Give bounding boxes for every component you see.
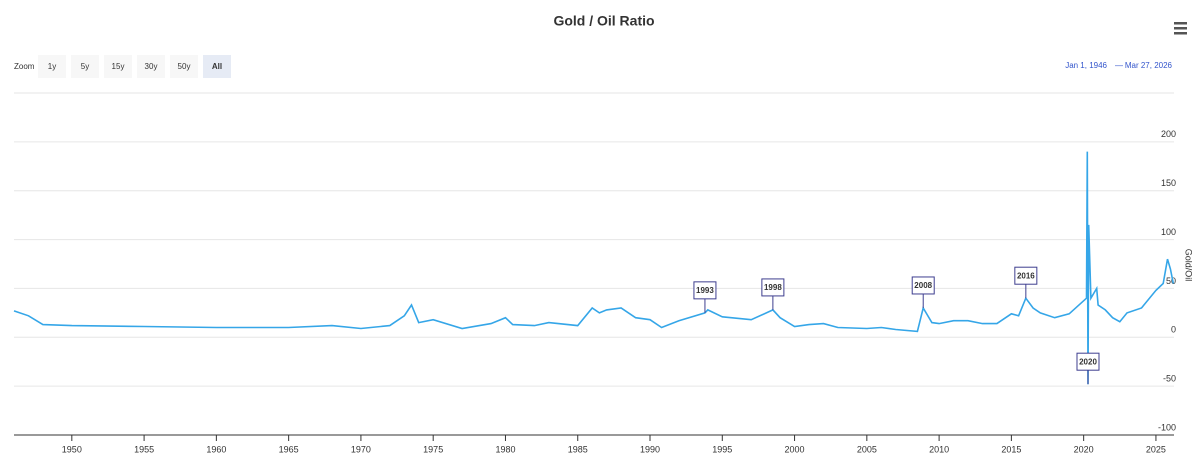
x-tick-label: 1975 [423, 444, 443, 454]
zoom-button-bg [170, 55, 198, 78]
zoom-button[interactable]: 30y [137, 55, 165, 78]
flag-box [761, 278, 785, 297]
x-tick-label: 1960 [206, 444, 226, 454]
zoom-button-label: 1y [48, 62, 56, 71]
zoom-button-bg [71, 55, 99, 78]
x-tick-label: 2025 [1146, 444, 1166, 454]
x-tick-label: 2015 [1001, 444, 1021, 454]
zoom-button[interactable]: All [203, 55, 231, 78]
zoom-button[interactable]: 50y [170, 55, 198, 78]
zoom-button-bg [104, 55, 132, 78]
x-tick-label: 1995 [712, 444, 732, 454]
x-tick-label: 1955 [134, 444, 154, 454]
flag-box [1014, 266, 1038, 285]
zoom-label: Zoom [14, 62, 35, 71]
x-tick-label: 1970 [351, 444, 371, 454]
flag-box [1076, 352, 1100, 371]
y-tick-label: 100 [1161, 227, 1176, 237]
x-tick-label: 2005 [857, 444, 877, 454]
y-tick-label: 200 [1161, 129, 1176, 139]
flag-label: 2008 [914, 281, 932, 290]
range-to: Mar 27, 2026 [1125, 61, 1173, 70]
flag-label: 2016 [1017, 271, 1035, 280]
zoom-button-label: 15y [112, 62, 125, 71]
zoom-button-bg [203, 55, 231, 78]
y-tick-label: -100 [1158, 422, 1176, 432]
y-tick-label: -50 [1163, 374, 1176, 384]
zoom-button-label: 30y [145, 62, 158, 71]
range-from: Jan 1, 1946 [1065, 61, 1107, 70]
flag-label: 2020 [1079, 357, 1097, 366]
x-tick-label: 1980 [495, 444, 515, 454]
y-axis-label: Gold/Oil [1184, 249, 1194, 282]
y-tick-label: 150 [1161, 178, 1176, 188]
series-line [13, 151, 1175, 385]
x-tick-label: 1950 [62, 444, 82, 454]
zoom-button-bg [38, 55, 66, 78]
x-tick-label: 1990 [640, 444, 660, 454]
x-tick-label: 1965 [279, 444, 299, 454]
chart-title: Gold / Oil Ratio [553, 13, 654, 29]
zoom-button[interactable]: 15y [104, 55, 132, 78]
x-tick-label: 2000 [785, 444, 805, 454]
zoom-button-label: All [212, 62, 222, 71]
flag-box [911, 276, 935, 295]
flag-label: 1993 [696, 286, 714, 295]
flag-label: 1998 [764, 283, 782, 292]
range-separator: — [1115, 61, 1123, 70]
zoom-button-label: 5y [81, 62, 89, 71]
y-tick-label: 0 [1171, 325, 1176, 335]
zoom-button[interactable]: 1y [38, 55, 66, 78]
y-tick-label: 50 [1166, 276, 1176, 286]
x-tick-label: 2020 [1074, 444, 1094, 454]
zoom-button-label: 50y [178, 62, 191, 71]
x-tick-label: 1985 [568, 444, 588, 454]
zoom-button-bg [137, 55, 165, 78]
menu-icon[interactable] [1174, 22, 1187, 35]
flag-box [693, 281, 717, 300]
x-tick-label: 2010 [929, 444, 949, 454]
zoom-button[interactable]: 5y [71, 55, 99, 78]
